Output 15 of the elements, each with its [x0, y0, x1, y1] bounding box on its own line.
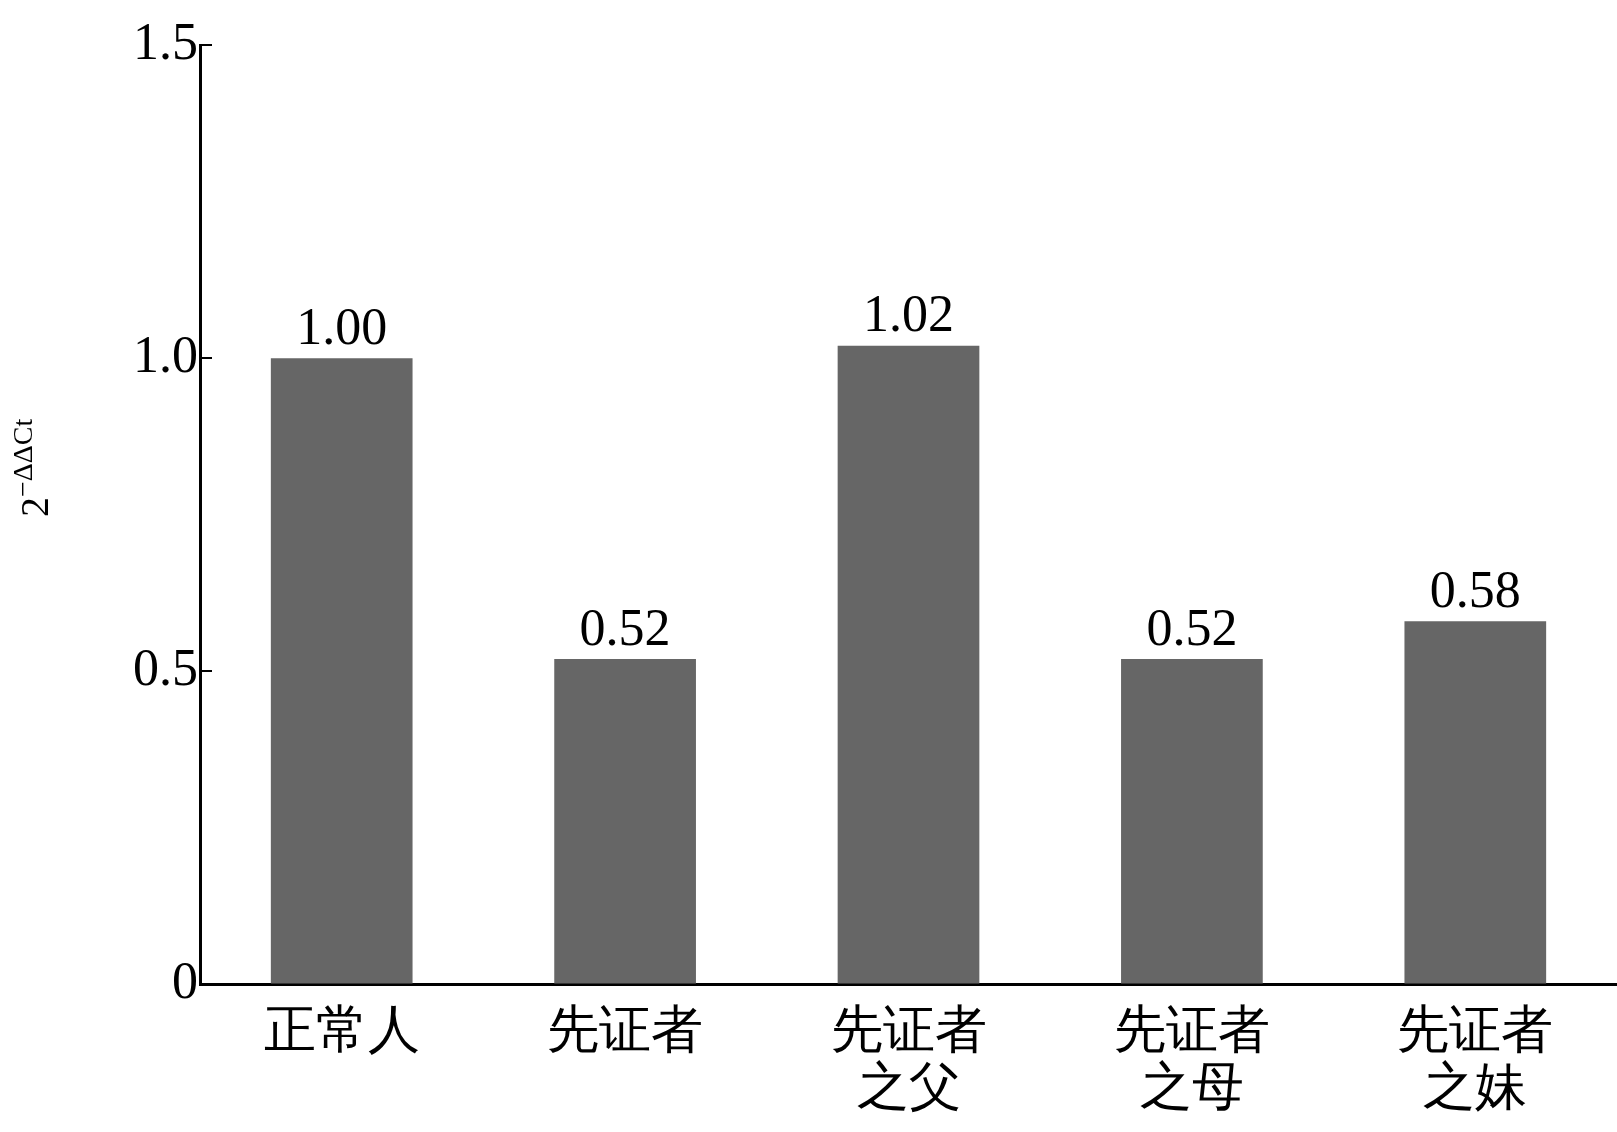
x-tick-label: 正常人 [263, 1000, 420, 1058]
data-label: 1.00 [296, 297, 388, 355]
y-axis-title: 2−ΔΔCt [7, 418, 57, 518]
x-tick-label: 先证者之父 [830, 1000, 987, 1116]
x-tick-label: 先证者之妹 [1397, 1000, 1554, 1116]
y-tick-label: 1.0 [133, 325, 198, 383]
x-tick-label: 先证者 [547, 1000, 704, 1058]
data-label: 0.58 [1429, 561, 1521, 619]
y-tick-label: 0.5 [133, 639, 198, 697]
y-tick-label: 1.5 [133, 12, 198, 70]
data-label: 0.52 [1146, 598, 1238, 656]
y-tick-label: 0 [172, 952, 198, 1010]
data-label: 0.52 [579, 598, 671, 656]
x-tick-label: 先证者之母 [1113, 1000, 1270, 1116]
data-label: 1.02 [863, 285, 954, 343]
